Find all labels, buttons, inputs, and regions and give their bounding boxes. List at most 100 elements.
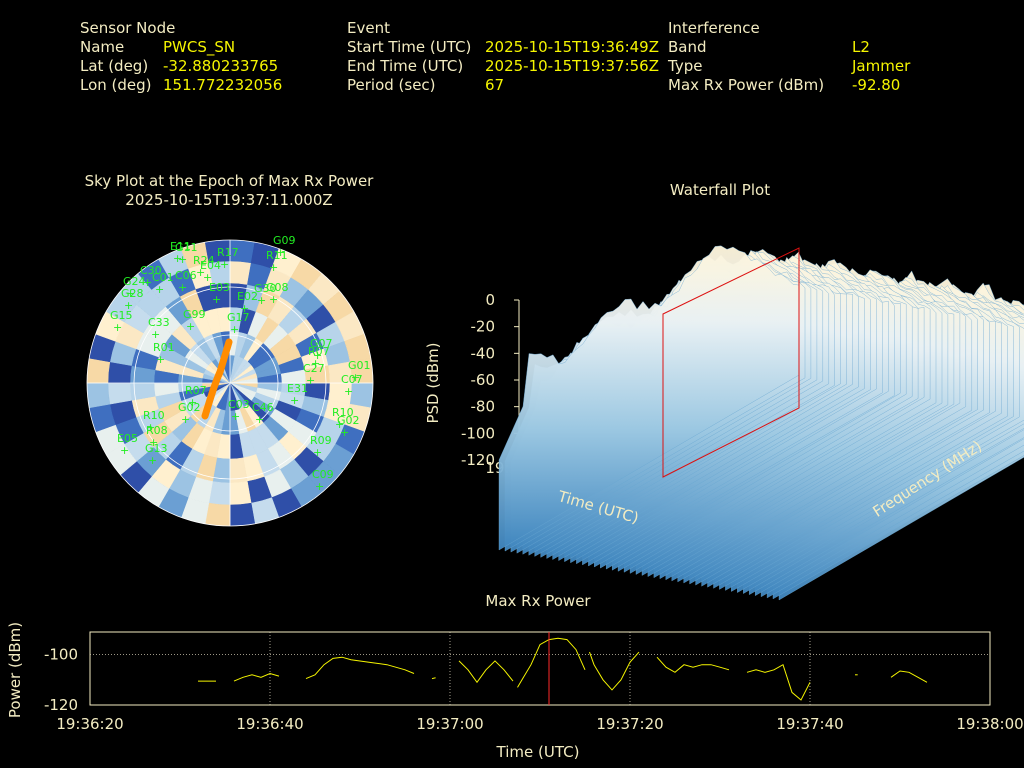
power-series-line: [233, 672, 280, 682]
satellite-label: G24: [123, 275, 146, 288]
satellite-label: G11: [175, 241, 198, 254]
satellite-marker: +: [113, 321, 122, 334]
satellite-label: C01: [152, 271, 174, 284]
sensor-lon-label: Lon (deg): [80, 76, 152, 94]
satellite-label: R01: [153, 341, 175, 354]
sky-cell: [204, 502, 231, 526]
satellite-marker: +: [196, 266, 205, 279]
satellite-marker: +: [148, 454, 157, 467]
satellite-label: G15: [110, 309, 133, 322]
satellite-marker: +: [126, 287, 135, 300]
satellite-marker: +: [186, 320, 195, 333]
event-start-value: 2025-10-15T19:36:49Z: [485, 38, 659, 56]
event-end-label: End Time (UTC): [347, 57, 464, 75]
power-series-line: [746, 663, 811, 701]
satellite-label: E02: [237, 290, 258, 303]
sky-cell: [229, 481, 252, 506]
sky-cell: [229, 502, 256, 526]
satellite-marker: +: [230, 323, 239, 336]
satellite-label: E05: [117, 432, 138, 445]
power-axis-label: Power (dBm): [6, 622, 24, 718]
satellite-marker: +: [276, 246, 285, 259]
sensor-node-heading: Sensor Node: [80, 19, 176, 37]
satellite-label: G30: [254, 282, 277, 295]
time-tick-label: 19:38:00: [956, 715, 1023, 733]
satellite-marker: +: [257, 294, 266, 307]
max-rx-power-chart: Max Rx Power 19:36:20 19:36:40 19:37:00 19:…: [6, 592, 1024, 761]
interference-type-value: Jammer: [852, 57, 911, 75]
satellite-marker: +: [269, 261, 278, 274]
sky-cell: [349, 382, 373, 409]
satellite-label: G28: [121, 287, 144, 300]
satellite-marker: +: [290, 394, 299, 407]
satellite-marker: +: [311, 357, 320, 370]
sky-plot-title: Sky Plot at the Epoch of Max Rx Power: [85, 172, 375, 190]
satellite-label: G08: [266, 281, 289, 294]
psd-tick-label: -80: [471, 398, 496, 416]
power-series-line: [656, 656, 730, 673]
sky-plot: Sky Plot at the Epoch of Max Rx Power 20…: [85, 172, 375, 527]
satellite-label: R08: [146, 424, 168, 437]
satellite-label: G99: [183, 308, 206, 321]
sensor-lon-value: 151.772232056: [163, 76, 283, 94]
satellite-marker: +: [120, 444, 129, 457]
time-tick-label: 19:36:20: [56, 715, 123, 733]
satellite-marker: +: [156, 353, 165, 366]
satellite-label: R11: [266, 249, 288, 262]
time-tick-label: 19:37:20: [596, 715, 663, 733]
satellite-label: G02: [178, 401, 201, 414]
waterfall-plot: Waterfall Plot 0-20-40-60-80-100-12019:3…: [424, 181, 1024, 601]
satellite-label: R24: [193, 254, 215, 267]
time-tick-label: 19:37:00: [416, 715, 483, 733]
psd-tick-label: -120: [461, 451, 495, 469]
event-heading: Event: [347, 19, 390, 37]
event-period-label: Period (sec): [347, 76, 436, 94]
sky-cell: [87, 357, 111, 384]
satellite-label: G01: [348, 359, 371, 372]
satellite-marker: +: [146, 421, 155, 434]
satellite-label: C30: [140, 264, 162, 277]
psd-tick-label: -60: [471, 371, 496, 389]
power-series-line: [431, 677, 436, 680]
satellite-marker: +: [313, 349, 322, 362]
event-end-value: 2025-10-15T19:37:56Z: [485, 57, 659, 75]
interference-band-label: Band: [668, 38, 707, 56]
power-time-axis-label: Time (UTC): [496, 743, 580, 761]
sensor-lat-value: -32.880233765: [163, 57, 279, 75]
satellite-label: C03: [228, 398, 250, 411]
satellite-label: E03: [209, 281, 230, 294]
sensor-name-value: PWCS_SN: [163, 38, 236, 56]
power-series-line: [589, 651, 640, 691]
event-period-value: 67: [485, 76, 505, 94]
satellite-label: C09: [312, 468, 334, 481]
satellite-marker: +: [143, 276, 152, 289]
power-series-line: [458, 660, 514, 684]
power-series-line: [890, 670, 928, 683]
satellite-label: R07: [185, 384, 207, 397]
satellite-marker: +: [149, 436, 158, 449]
interference-type-label: Type: [668, 57, 703, 75]
epoch-cut-plane: [662, 247, 800, 478]
time-tick-label: 19:37:40: [776, 715, 843, 733]
interference-power-value: -92.80: [852, 76, 901, 94]
event-start-label: Start Time (UTC): [347, 38, 472, 56]
satellite-marker: +: [220, 258, 229, 271]
satellite-label: G13: [145, 442, 168, 455]
power-tick-label: -120: [44, 696, 78, 714]
psd-tick-label: -20: [471, 318, 496, 336]
satellite-label: E31: [287, 382, 308, 395]
interference-heading: Interference: [668, 19, 760, 37]
satellite-marker: +: [306, 374, 315, 387]
sky-cell: [107, 382, 132, 405]
sensor-lat-label: Lat (deg): [80, 57, 149, 75]
satellite-marker: +: [269, 293, 278, 306]
time-tick-label: 19:36:40: [236, 715, 303, 733]
sensor-name-label: Name: [80, 38, 125, 56]
satellite-track: [201, 338, 233, 420]
satellite-label: G17: [227, 311, 250, 324]
satellite-label: G07: [310, 337, 333, 350]
satellite-label: C27: [303, 362, 325, 375]
power-chart-title: Max Rx Power: [485, 592, 591, 610]
satellite-marker: +: [335, 418, 344, 431]
